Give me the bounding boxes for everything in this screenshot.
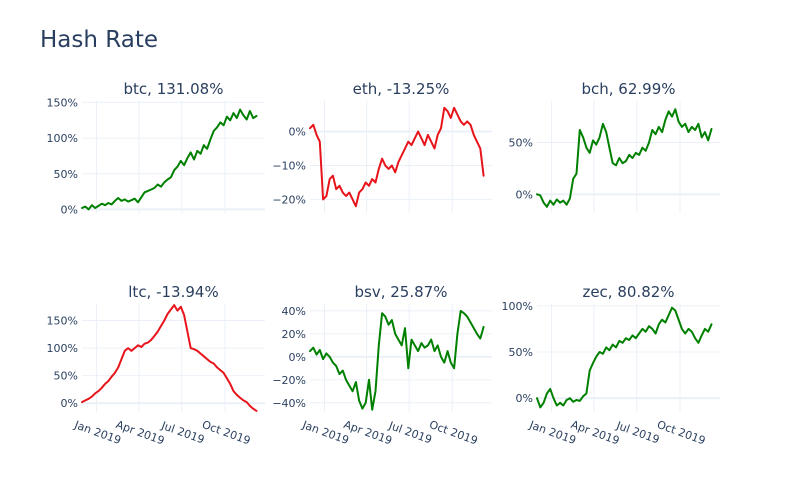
y-tick-label: −20% bbox=[272, 374, 306, 387]
y-tick-label: 0% bbox=[516, 392, 533, 405]
subplot-title: zec, 80.82% bbox=[582, 283, 674, 301]
series-line bbox=[81, 304, 258, 412]
y-tick-label: 0% bbox=[289, 126, 306, 139]
x-tick-label: Jan 2019 bbox=[527, 418, 578, 447]
y-tick-label: 20% bbox=[282, 328, 306, 341]
y-tick-label: 100% bbox=[502, 300, 533, 313]
x-tick-label: Jul 2019 bbox=[614, 419, 661, 447]
series-line bbox=[536, 306, 713, 409]
x-tick-label: Jan 2019 bbox=[300, 418, 351, 447]
x-tick-label: Oct 2019 bbox=[427, 418, 479, 447]
y-tick-label: −40% bbox=[272, 397, 306, 410]
y-tick-label: 0% bbox=[289, 351, 306, 364]
series-line bbox=[309, 106, 485, 208]
y-tick-label: 150% bbox=[47, 96, 78, 109]
y-tick-label: 0% bbox=[61, 203, 78, 216]
x-tick-label: Apr 2019 bbox=[342, 418, 394, 447]
x-tick-label: Jul 2019 bbox=[386, 419, 433, 447]
x-tick-label: Apr 2019 bbox=[114, 418, 166, 447]
y-tick-label: 0% bbox=[61, 397, 78, 410]
y-tick-label: 40% bbox=[282, 305, 306, 318]
y-tick-label: 50% bbox=[509, 346, 533, 359]
y-tick-label: −20% bbox=[272, 193, 306, 206]
y-tick-label: 100% bbox=[47, 342, 78, 355]
y-tick-label: 0% bbox=[516, 188, 533, 201]
x-tick-label: Oct 2019 bbox=[200, 418, 252, 447]
y-tick-label: −10% bbox=[272, 159, 306, 172]
x-tick-label: Jan 2019 bbox=[72, 418, 123, 447]
subplot-title: eth, -13.25% bbox=[353, 80, 450, 98]
y-tick-label: 150% bbox=[47, 315, 78, 328]
x-tick-label: Oct 2019 bbox=[655, 418, 707, 447]
y-tick-label: 50% bbox=[54, 370, 78, 383]
series-line bbox=[309, 309, 485, 411]
series-line bbox=[81, 108, 258, 211]
x-tick-label: Jul 2019 bbox=[159, 419, 206, 447]
y-tick-label: 50% bbox=[54, 168, 78, 181]
subplot-title: ltc, -13.94% bbox=[128, 283, 218, 301]
series-line bbox=[536, 108, 713, 208]
x-tick-label: Apr 2019 bbox=[569, 418, 621, 447]
subplot-title: bsv, 25.87% bbox=[355, 283, 448, 301]
page-title: Hash Rate bbox=[40, 27, 158, 53]
y-tick-label: 50% bbox=[509, 136, 533, 149]
subplot-title: bch, 62.99% bbox=[581, 80, 675, 98]
subplot-title: btc, 131.08% bbox=[124, 80, 224, 98]
y-tick-label: 100% bbox=[47, 132, 78, 145]
